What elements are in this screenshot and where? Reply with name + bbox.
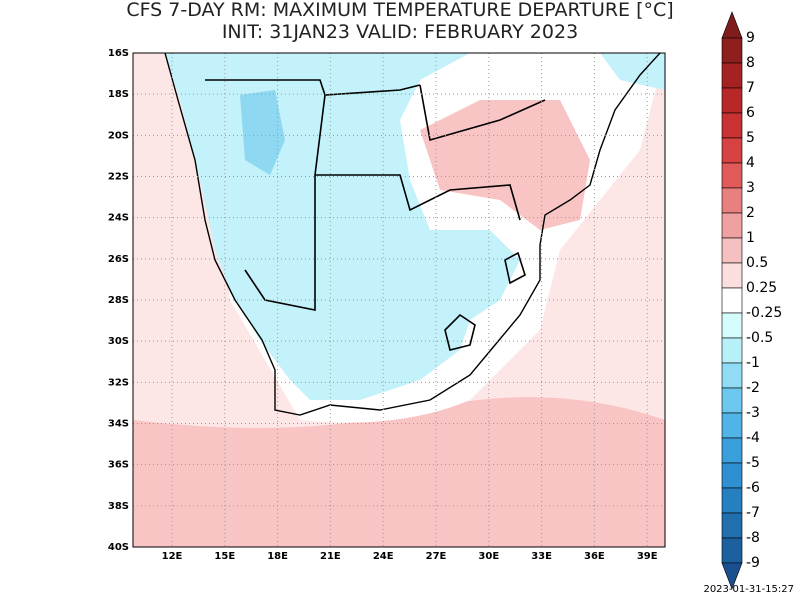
lon-label: 36E: [584, 551, 605, 562]
map-frame: [132, 52, 666, 548]
lat-label: 40S: [108, 542, 129, 553]
lon-label: 27E: [426, 551, 447, 562]
map: [133, 53, 665, 547]
colorbar-label: -8: [746, 530, 760, 546]
colorbar-label: 8: [746, 55, 755, 71]
colorbar-label: -0.5: [746, 330, 773, 346]
colorbar-label: 5: [746, 130, 755, 146]
colorbar: 9 8 7 6 5 4 3 2 1 0.5 0.25 -0.25 -0.5 -1 -2 -3 -4 -5 -6 -7 -…: [721, 11, 782, 590]
colorbar-label: 3: [746, 180, 755, 196]
colorbar-label: 4: [746, 155, 755, 171]
colorbar-segment: [721, 312, 743, 339]
colorbar-label: -2: [746, 380, 760, 396]
lat-label: 36S: [108, 460, 129, 471]
graticule: [133, 53, 665, 547]
colorbar-label: 9: [746, 30, 755, 46]
colorbar-label: -6: [746, 480, 760, 496]
colorbar-segment: [721, 462, 743, 489]
colorbar-label: 1: [746, 230, 755, 246]
lat-label: 18S: [108, 89, 129, 100]
colorbar-segment: [721, 412, 743, 439]
lat-label: 34S: [108, 419, 129, 430]
colorbar-segment: [721, 212, 743, 239]
colorbar-segment: [721, 437, 743, 464]
colorbar-segment: [721, 87, 743, 114]
warm-region-east: [420, 100, 590, 230]
cold-region: [240, 90, 285, 175]
colorbar-label: -7: [746, 505, 760, 521]
colorbar-end: [721, 562, 743, 590]
warm-region-south: [133, 397, 665, 547]
lat-label: 22S: [108, 172, 129, 183]
lat-label: 26S: [108, 254, 129, 265]
colorbar-segment: [721, 512, 743, 539]
coastline: [164, 53, 661, 416]
colorbar-label: -3: [746, 405, 760, 421]
lon-label: 12E: [162, 551, 183, 562]
title-line-2: INIT: 31JAN23 VALID: FEBRUARY 2023: [222, 21, 578, 43]
timestamp: 2023-01-31-15:27: [703, 584, 794, 595]
lat-label: 28S: [108, 295, 129, 306]
colorbar-label: -1: [746, 355, 760, 371]
title-line-1: CFS 7-DAY RM: MAXIMUM TEMPERATURE DEPART…: [126, 0, 673, 21]
lon-label: 24E: [373, 551, 394, 562]
cool-region-ne: [600, 53, 665, 90]
colorbar-segment: [721, 537, 743, 564]
colorbar-segment: [721, 287, 743, 314]
lon-label: 39E: [637, 551, 658, 562]
lon-label: 21E: [320, 551, 341, 562]
colorbar-segment: [721, 362, 743, 389]
colorbar-segment: [721, 262, 743, 289]
lat-label: 24S: [108, 213, 129, 224]
colorbar-segment: [721, 162, 743, 189]
lon-label: 33E: [531, 551, 552, 562]
colorbar-segment: [721, 337, 743, 364]
lat-label: 20S: [108, 130, 129, 141]
colorbar-label: 0.5: [746, 255, 768, 271]
lat-label: 30S: [108, 336, 129, 347]
colorbar-label: 7: [746, 80, 755, 96]
lon-label: 18E: [267, 551, 288, 562]
colorbar-segment: [721, 137, 743, 164]
colorbar-segment: [721, 37, 743, 64]
lat-label: 38S: [108, 501, 129, 512]
colorbar-label: -5: [746, 455, 760, 471]
colorbar-label: -4: [746, 430, 760, 446]
colorbar-segment: [721, 187, 743, 214]
colorbar-label: -0.25: [746, 305, 782, 321]
lon-label: 30E: [478, 551, 499, 562]
borders: [205, 79, 546, 311]
colorbar-segment: [721, 237, 743, 264]
colorbar-segment: [721, 387, 743, 414]
colorbar-label: 6: [746, 105, 755, 121]
lat-label: 16S: [108, 48, 129, 59]
small-countries: [444, 251, 526, 351]
colorbar-segment: [721, 487, 743, 514]
colorbar-end: [721, 11, 743, 39]
colorbar-label: 0.25: [746, 280, 777, 296]
colorbar-segment: [721, 112, 743, 139]
lon-label: 15E: [214, 551, 235, 562]
colorbar-label: 2: [746, 205, 755, 221]
colorbar-label: -9: [746, 555, 760, 571]
colorbar-segment: [721, 62, 743, 89]
lat-label: 32S: [108, 377, 129, 388]
